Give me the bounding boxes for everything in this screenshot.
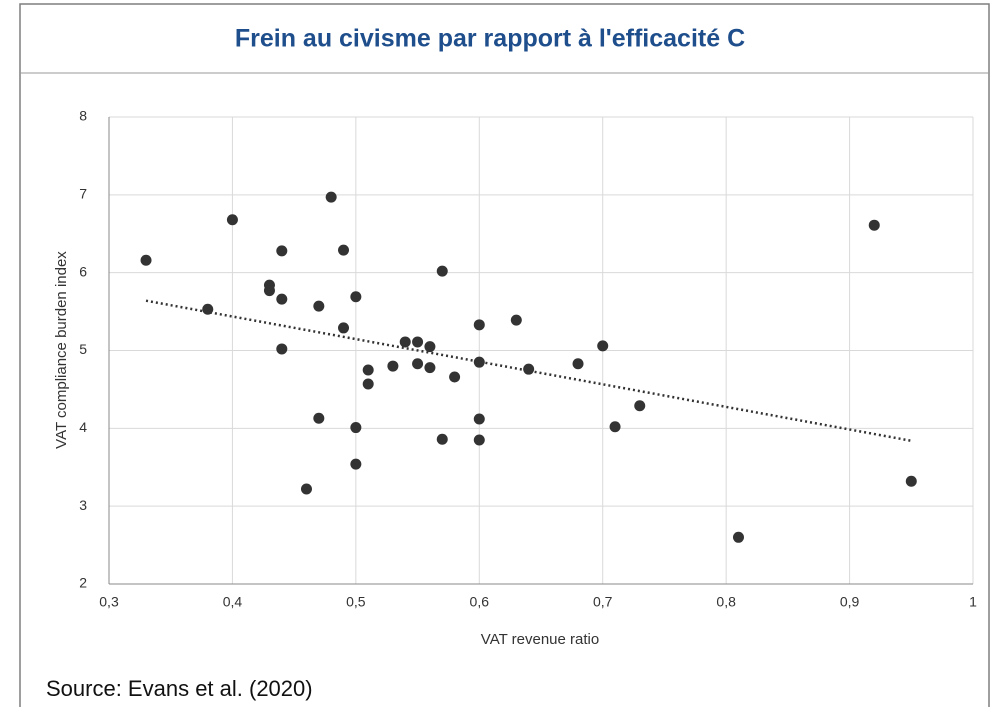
- y-tick-label: 3: [79, 497, 87, 513]
- y-tick-label: 8: [79, 108, 87, 124]
- frame: [19, 3, 990, 712]
- x-tick-label: 0,7: [593, 594, 613, 610]
- x-tick-label: 0,4: [223, 594, 243, 610]
- point: [226, 214, 238, 226]
- source-note: Source: Evans et al. (2020): [46, 676, 313, 701]
- point: [473, 356, 485, 368]
- x-tick-label: 1: [969, 594, 977, 610]
- point: [510, 314, 522, 326]
- y-tick-label: 5: [79, 341, 87, 357]
- point: [449, 371, 461, 383]
- point: [473, 413, 485, 425]
- x-axis-label: VAT revenue ratio: [481, 631, 599, 648]
- point: [276, 343, 288, 355]
- point: [263, 285, 275, 297]
- point: [350, 422, 362, 434]
- point: [313, 412, 325, 424]
- y-tick-label: 6: [79, 263, 87, 279]
- point: [412, 336, 424, 348]
- point: [387, 360, 399, 372]
- point: [436, 265, 448, 277]
- x-tick-label: 0,5: [346, 594, 366, 610]
- point: [325, 191, 337, 203]
- point: [350, 458, 362, 470]
- point: [424, 341, 436, 353]
- x-tick-label: 0,3: [99, 594, 119, 610]
- y-tick-label: 4: [79, 419, 87, 435]
- point: [436, 433, 448, 445]
- chart-title: Frein au civisme par rapport à l'efficac…: [235, 25, 745, 53]
- point: [300, 483, 312, 495]
- point: [399, 336, 411, 348]
- point: [412, 358, 424, 370]
- point: [523, 363, 535, 375]
- point: [905, 475, 917, 487]
- point: [276, 293, 288, 305]
- point: [362, 378, 374, 390]
- point: [350, 291, 362, 303]
- point: [202, 303, 214, 315]
- y-axis-label: VAT compliance burden index: [53, 251, 70, 449]
- point: [313, 300, 325, 312]
- x-tick-label: 0,9: [840, 594, 860, 610]
- x-tick-label: 0,6: [470, 594, 490, 610]
- point: [597, 340, 609, 352]
- point: [634, 400, 646, 412]
- point: [732, 531, 744, 543]
- point: [473, 434, 485, 446]
- point: [140, 254, 152, 266]
- point: [473, 319, 485, 331]
- point: [338, 244, 350, 256]
- x-tick-label: 0,8: [716, 594, 736, 610]
- point: [609, 421, 621, 433]
- point: [424, 362, 436, 374]
- point: [276, 245, 288, 257]
- point: [868, 219, 880, 231]
- point: [338, 322, 350, 334]
- y-tick-label: 7: [79, 186, 87, 202]
- point: [572, 358, 584, 370]
- point: [362, 364, 374, 376]
- y-tick-label: 2: [79, 575, 87, 591]
